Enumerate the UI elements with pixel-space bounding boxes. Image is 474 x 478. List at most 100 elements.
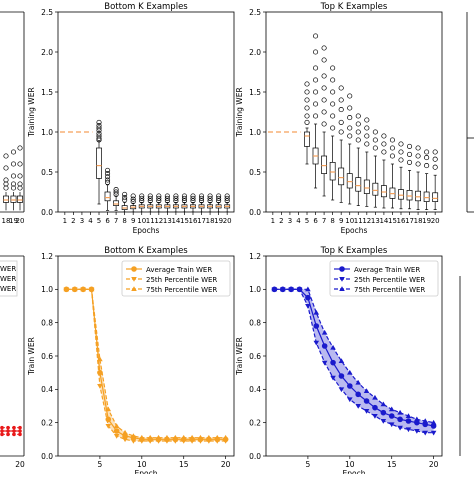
epoch-5-flier	[96, 127, 102, 133]
epoch-15-flier	[389, 137, 395, 143]
series-2-point	[430, 419, 437, 425]
series-point	[6, 429, 10, 433]
x-axis-label: Epochs	[133, 226, 160, 235]
epoch-13-flier	[164, 198, 170, 204]
epoch-12-flier	[156, 195, 162, 201]
epoch-7-flier	[113, 187, 119, 193]
epoch-15-flier	[181, 195, 187, 201]
y-tick-label: 2.0	[249, 48, 261, 57]
series-1-point	[105, 424, 112, 429]
x-tick-label: 20	[221, 460, 231, 469]
axes-fragment	[467, 12, 474, 212]
x-tick-label: 7	[322, 217, 326, 225]
box-flier	[3, 185, 9, 191]
epoch-9-flier	[130, 193, 136, 199]
epoch-6-flier	[313, 65, 319, 71]
epoch-15-flier	[389, 145, 395, 151]
series-0-point	[405, 418, 412, 424]
legend-label: Average Train WER	[146, 266, 212, 274]
epoch-14-flier	[381, 133, 387, 139]
epoch-14-flier	[381, 149, 387, 155]
epoch-14-flier	[173, 195, 179, 201]
series-2-point	[330, 344, 336, 350]
epoch-5-flier	[304, 81, 310, 87]
series-0-point	[305, 294, 311, 301]
x-tick-label: 3	[80, 217, 84, 225]
series-1-point	[164, 439, 170, 444]
series-1-point	[206, 439, 212, 444]
epoch-7-flier	[321, 57, 327, 63]
epoch-20-box	[432, 192, 439, 202]
epoch-5-flier	[96, 119, 102, 125]
epoch-10-flier	[347, 125, 353, 131]
series-1-point	[172, 439, 179, 444]
chart-title: Bottom K Examples	[104, 246, 188, 256]
y-tick-label: 0.5	[249, 168, 261, 177]
epoch-8-flier	[330, 101, 336, 107]
epoch-6-flier	[313, 49, 319, 55]
series-1-point	[338, 387, 345, 393]
epoch-11-flier	[147, 198, 153, 204]
epoch-6-flier	[105, 167, 111, 173]
x-tick-label: 20	[431, 217, 440, 225]
series-line-0	[66, 288, 226, 440]
series-2-point	[388, 406, 395, 412]
y-tick-label: 0.8	[41, 318, 53, 327]
epoch-19-flier	[216, 198, 222, 204]
box-flier	[3, 165, 9, 171]
bottom-k-box-frame	[57, 11, 235, 213]
series-point	[0, 432, 4, 437]
epoch-8-flier	[122, 191, 128, 197]
x-tick-label: 20	[16, 217, 25, 225]
x-tick-label: 11	[146, 217, 155, 225]
series-1-point	[321, 360, 328, 366]
legend-label: WER	[0, 285, 16, 293]
x-axis-label: Epoch	[343, 469, 366, 474]
epoch-19-flier	[216, 193, 222, 199]
epoch-5-box	[96, 147, 102, 179]
x-tick-label: 8	[122, 217, 126, 225]
epoch-12-flier	[156, 198, 162, 204]
series-2-point	[97, 356, 103, 362]
epoch-9-flier	[338, 119, 344, 125]
series-2-point	[279, 286, 286, 292]
epoch-12-flier	[364, 133, 370, 139]
epoch-10-flier	[347, 93, 353, 99]
series-1-point	[305, 304, 311, 309]
epoch-5-box	[304, 131, 310, 147]
series-1-point	[355, 404, 361, 409]
series-2-point	[172, 434, 179, 440]
epoch-6-flier	[313, 113, 319, 119]
left-top-partial-plot-area	[3, 145, 23, 211]
epoch-7-flier	[321, 109, 327, 115]
series-2-point	[88, 286, 95, 292]
epoch-7-flier	[321, 73, 327, 79]
y-tick-label: 1.0	[41, 128, 53, 137]
epoch-17-flier	[406, 159, 413, 165]
epoch-7-flier	[321, 85, 327, 91]
x-tick-label: 17	[405, 217, 414, 225]
legend-marker	[131, 266, 137, 272]
epoch-17-flier	[198, 198, 205, 204]
series-2-point	[214, 434, 221, 440]
series-1-point	[330, 375, 336, 381]
epoch-5-flier	[304, 89, 310, 95]
series-2-point	[380, 401, 387, 407]
epoch-20-flier	[224, 198, 230, 204]
x-tick-label: 3	[288, 217, 292, 225]
x-tick-label: 6	[105, 217, 110, 225]
box	[10, 195, 17, 203]
x-tick-label: 13	[371, 217, 380, 225]
series-2-point	[397, 409, 403, 415]
series-1-point	[180, 439, 187, 444]
epoch-10-flier	[139, 195, 145, 201]
x-tick-label: 10	[137, 460, 147, 469]
series-1-point	[313, 340, 320, 346]
box-flier	[3, 153, 9, 159]
epoch-10-flier	[139, 198, 145, 204]
y-tick-label: 1.0	[249, 128, 261, 137]
epoch-6-flier	[105, 174, 111, 180]
series-2-point	[180, 434, 187, 440]
x-tick-label: 5	[98, 460, 103, 469]
